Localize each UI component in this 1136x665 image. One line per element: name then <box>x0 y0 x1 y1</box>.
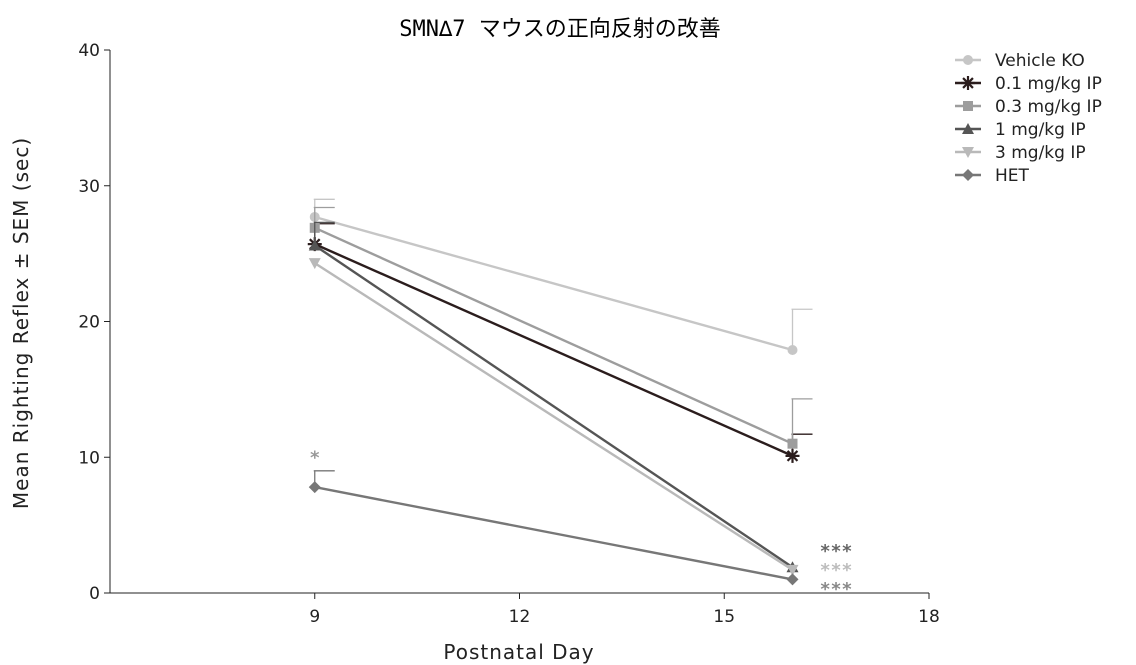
x-tick-label: 9 <box>309 607 320 627</box>
data-point <box>786 564 799 576</box>
x-tick-label: 12 <box>509 607 531 627</box>
significance-annotation: *** <box>820 560 853 581</box>
legend-label: Vehicle KO <box>995 51 1085 71</box>
asterisk-stroke <box>962 77 974 89</box>
legend-swatch-marker <box>962 169 974 181</box>
axes: 0 10 20 30 40 9 12 15 18 <box>78 41 939 627</box>
asterisk-stroke <box>786 450 799 462</box>
legend-swatch-marker <box>963 101 973 111</box>
significance-annotation: * <box>309 447 320 468</box>
annotation-layer: ********** <box>309 447 852 600</box>
data-point <box>786 573 799 586</box>
data-point <box>785 448 800 463</box>
y-tick-label: 40 <box>78 41 100 61</box>
y-axis-label: Mean Righting Reflex ± SEM (sec) <box>9 137 33 509</box>
legend-label: 1 mg/kg IP <box>995 120 1086 140</box>
legend-item: 0.3 mg/kg IP <box>955 97 1102 117</box>
data-point <box>308 239 321 251</box>
series-line <box>314 244 794 569</box>
legend-item: 0.1 mg/kg IP <box>955 74 1102 94</box>
series-line <box>314 226 793 445</box>
series-line <box>314 243 793 457</box>
data-point <box>308 258 321 270</box>
legend-label: 0.3 mg/kg IP <box>995 97 1102 117</box>
y-tick-label: 10 <box>78 448 100 468</box>
data-point <box>308 481 321 494</box>
legend-item: 3 mg/kg IP <box>955 143 1086 163</box>
chart-title: SMN∆7 マウスの正向反射の改善 <box>399 17 720 42</box>
series-line <box>314 215 793 352</box>
x-axis-label: Postnatal Day <box>443 640 594 664</box>
legend-item: 1 mg/kg IP <box>955 120 1086 140</box>
x-tick-label: 18 <box>918 607 940 627</box>
legend-item: HET <box>955 166 1030 186</box>
series-layer <box>307 198 813 586</box>
series-group <box>308 258 799 576</box>
legend-label: 0.1 mg/kg IP <box>995 74 1102 94</box>
legend-swatch-marker <box>963 55 973 65</box>
legend: Vehicle KO 0.1 mg/kg IP 0.3 mg/kg IP 1 mg/k… <box>955 51 1102 186</box>
legend-swatch-marker <box>961 76 975 90</box>
data-point <box>787 438 798 449</box>
legend-swatch-marker <box>962 123 974 134</box>
data-point <box>787 345 798 356</box>
legend-label: HET <box>995 166 1030 186</box>
y-tick-label: 20 <box>78 313 100 333</box>
y-tick-label: 0 <box>89 584 100 604</box>
legend-swatch-marker <box>962 147 974 158</box>
legend-item: Vehicle KO <box>955 51 1085 71</box>
significance-annotation: *** <box>820 541 853 562</box>
series-line <box>314 485 793 581</box>
series-line <box>314 262 794 571</box>
y-tick-label: 30 <box>78 177 100 197</box>
series-group <box>308 470 799 586</box>
legend-label: 3 mg/kg IP <box>995 143 1086 163</box>
x-tick-label: 15 <box>713 607 735 627</box>
significance-annotation: *** <box>820 579 853 600</box>
series-group <box>309 198 813 356</box>
